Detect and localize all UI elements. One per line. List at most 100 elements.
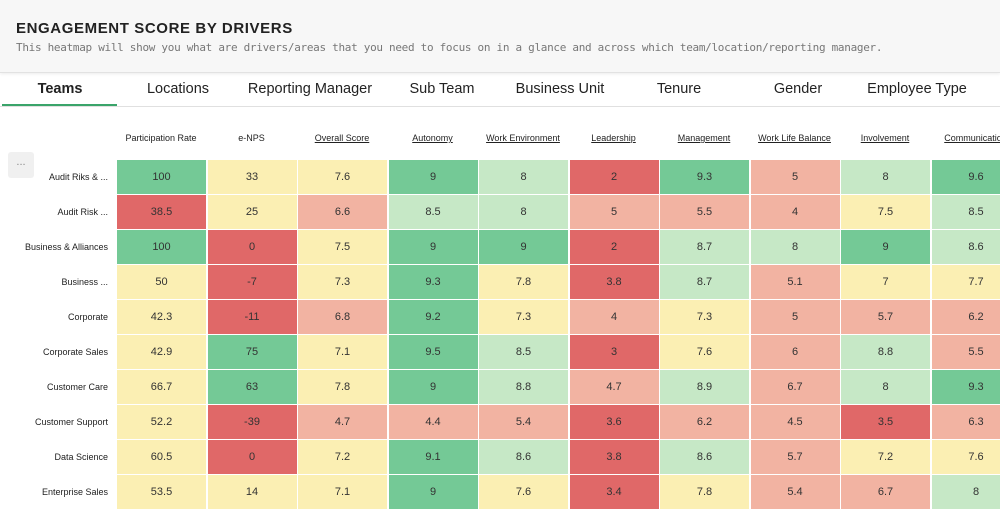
row-label: Audit Riks & ... xyxy=(48,172,108,182)
heatmap-cell: 9.1 xyxy=(388,440,478,474)
heatmap-cell: 7.3 xyxy=(298,265,387,299)
heatmap-cell: 8.9 xyxy=(660,370,749,404)
tab[interactable]: Sub Team xyxy=(409,81,475,97)
tab[interactable]: Teams xyxy=(37,81,83,97)
heatmap-cell: 75 xyxy=(207,335,297,369)
heatmap-cell: 0 xyxy=(207,440,297,474)
heatmap-cell: 2 xyxy=(569,160,659,194)
heatmap-cell: 2 xyxy=(569,230,659,264)
heatmap-cell: 8.8 xyxy=(841,335,930,369)
heatmap-cell: -7 xyxy=(207,265,297,299)
column-header[interactable]: Overall Score xyxy=(314,133,370,143)
heatmap-cell: 9 xyxy=(388,160,478,194)
heatmap-cell: 7.2 xyxy=(298,440,387,474)
heatmap-cell: 3.4 xyxy=(569,475,659,509)
heatmap-cell: 8.7 xyxy=(660,265,749,299)
heatmap-cell: -39 xyxy=(207,405,297,439)
column-header[interactable]: Communication xyxy=(944,133,1000,143)
heatmap-cell: 8 xyxy=(479,195,568,229)
column-header[interactable]: Involvement xyxy=(860,133,910,143)
heatmap-cell: 7.6 xyxy=(931,440,1000,474)
heatmap-cell: 3.8 xyxy=(569,440,659,474)
heatmap-cell: 33 xyxy=(207,160,297,194)
heatmap-cell: 7.8 xyxy=(479,265,568,299)
heatmap-cell: 5.7 xyxy=(841,300,930,334)
heatmap-cell: 60.5 xyxy=(117,440,206,474)
heatmap-cell: 7.5 xyxy=(841,195,930,229)
tab[interactable]: Employee Type xyxy=(867,81,967,97)
heatmap-cell: 9 xyxy=(388,230,478,264)
heatmap-cell: 8.7 xyxy=(660,230,749,264)
row-label: Corporate Sales xyxy=(42,347,108,357)
heatmap-cell: 9.6 xyxy=(931,160,1000,194)
column-header[interactable]: Leadership xyxy=(591,133,636,143)
row-label: Business & Alliances xyxy=(24,242,108,252)
heatmap-cell: 5 xyxy=(750,300,840,334)
heatmap-cell: 8 xyxy=(841,160,930,194)
heatmap-cell: 52.2 xyxy=(117,405,206,439)
heatmap-cell: 3.8 xyxy=(569,265,659,299)
heatmap-cell: 7.6 xyxy=(660,335,749,369)
heatmap-cell: 4 xyxy=(569,300,659,334)
heatmap-cell: 6.8 xyxy=(298,300,387,334)
heatmap-cell: 9 xyxy=(388,475,478,509)
heatmap-cell: 9 xyxy=(841,230,930,264)
heatmap-cell: 8.6 xyxy=(479,440,568,474)
heatmap-cell: 7.8 xyxy=(660,475,749,509)
heatmap-cell: 4.7 xyxy=(298,405,387,439)
heatmap-cell: 7.6 xyxy=(298,160,387,194)
row-label: Enterprise Sales xyxy=(41,487,108,497)
column-header[interactable]: Work Environment xyxy=(486,133,560,143)
heatmap-cell: 4 xyxy=(750,195,840,229)
heatmap-cell: 8.8 xyxy=(479,370,568,404)
heatmap-cell: 7.3 xyxy=(479,300,568,334)
heatmap-cell: 100 xyxy=(117,230,206,264)
heatmap-cell: 50 xyxy=(117,265,206,299)
tab[interactable]: Business Unit xyxy=(515,81,605,97)
heatmap-cell: 5.7 xyxy=(750,440,840,474)
heatmap-cell: 5.1 xyxy=(750,265,840,299)
column-header[interactable]: Autonomy xyxy=(412,133,453,143)
heatmap-cell: 7.7 xyxy=(931,265,1000,299)
heatmap-cell: 8 xyxy=(841,370,930,404)
row-label: Business ... xyxy=(61,277,108,287)
heatmap-cell: 5.5 xyxy=(931,335,1000,369)
column-header[interactable]: Management xyxy=(677,133,731,143)
heatmap-cell: 9 xyxy=(479,230,568,264)
heatmap-cell: 9 xyxy=(388,370,478,404)
heatmap-cell: 7.3 xyxy=(660,300,749,334)
tab[interactable]: Tenure xyxy=(656,81,702,97)
heatmap-cell: 6 xyxy=(750,335,840,369)
heatmap-cell: 5 xyxy=(750,160,840,194)
row-label: Customer Support xyxy=(34,417,108,427)
tab[interactable]: Gender xyxy=(773,81,823,97)
heatmap-cell: 7.2 xyxy=(841,440,930,474)
heatmap-cell: 9.5 xyxy=(388,335,478,369)
tab[interactable]: Locations xyxy=(146,81,210,97)
heatmap-cell: 6.2 xyxy=(931,300,1000,334)
row-label: Audit Risk ... xyxy=(57,207,108,217)
heatmap-cell: 8.6 xyxy=(931,230,1000,264)
heatmap-cell: 3 xyxy=(569,335,659,369)
heatmap-cell: 5.4 xyxy=(750,475,840,509)
heatmap-cell: 63 xyxy=(207,370,297,404)
tab[interactable]: Reporting Manager xyxy=(247,81,373,97)
heatmap-cell: 5.4 xyxy=(479,405,568,439)
column-header[interactable]: Work Life Balance xyxy=(758,133,831,143)
title: ENGAGEMENT SCORE BY DRIVERS xyxy=(16,20,293,37)
heatmap-cell: 0 xyxy=(207,230,297,264)
heatmap-cell: 42.9 xyxy=(117,335,206,369)
heatmap-cell: 4.4 xyxy=(388,405,478,439)
heatmap-cell: 38.5 xyxy=(117,195,206,229)
row-label: Data Science xyxy=(54,452,108,462)
row-label: Customer Care xyxy=(46,382,108,392)
heatmap-cell: 4.5 xyxy=(750,405,840,439)
heatmap-cell: 7.8 xyxy=(298,370,387,404)
menu-button[interactable]: ... xyxy=(8,152,34,178)
heatmap-cell: 9.3 xyxy=(931,370,1000,404)
column-header: Participation Rate xyxy=(125,133,197,143)
heatmap-cell: 7.1 xyxy=(298,335,387,369)
heatmap-cell: 3.6 xyxy=(569,405,659,439)
column-header: e-NPS xyxy=(238,133,265,143)
